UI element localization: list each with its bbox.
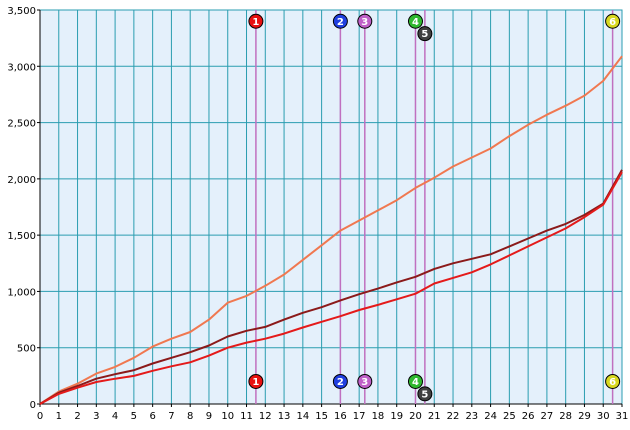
- x-tick-label: 4: [112, 411, 118, 422]
- event-marker-circle: [357, 13, 373, 29]
- x-tick-label: 9: [206, 411, 212, 422]
- x-tick-label: 18: [372, 411, 385, 422]
- event-marker-circle: [332, 373, 348, 389]
- event-marker-label: 5: [421, 389, 428, 400]
- x-tick-label: 10: [221, 411, 234, 422]
- event-marker-circle: [248, 373, 264, 389]
- series-line-3: [39, 171, 623, 405]
- event-marker-circle: [332, 13, 348, 29]
- x-tick-label: 31: [616, 411, 629, 422]
- event-marker-label: 2: [337, 377, 344, 388]
- event-marker-circle: [605, 373, 621, 389]
- y-tick-label: 3,500: [7, 6, 36, 17]
- event-marker-circle: [407, 373, 423, 389]
- x-tick-label: 14: [296, 411, 309, 422]
- x-tick-label: 12: [259, 411, 272, 422]
- event-marker-label: 4: [412, 17, 419, 28]
- x-tick-label: 21: [428, 411, 441, 422]
- y-tick-label: 1,500: [7, 231, 36, 242]
- event-marker: 4: [407, 13, 423, 29]
- y-tick-label: 2,500: [7, 119, 36, 130]
- series-line-1: [39, 55, 623, 405]
- event-marker: 2: [332, 373, 348, 389]
- x-tick-label: 17: [353, 411, 366, 422]
- y-tick-label: 500: [17, 344, 36, 355]
- event-marker-circle: [417, 26, 433, 42]
- event-marker-label: 5: [421, 29, 428, 40]
- y-tick-label: 1,000: [7, 287, 36, 298]
- y-tick-label: 3,000: [7, 62, 36, 73]
- series-line-2: [39, 169, 623, 405]
- x-tick-label: 24: [484, 411, 497, 422]
- event-marker-label: 3: [361, 377, 368, 388]
- event-marker: 4: [407, 373, 423, 389]
- event-marker: 3: [357, 13, 373, 29]
- x-tick-label: 28: [559, 411, 572, 422]
- event-marker-label: 1: [252, 17, 259, 28]
- event-marker-label: 6: [609, 17, 616, 28]
- x-tick-label: 15: [315, 411, 328, 422]
- event-marker: 5: [417, 26, 433, 42]
- event-marker-circle: [417, 386, 433, 402]
- event-marker: 1: [248, 13, 264, 29]
- x-tick-label: 23: [465, 411, 478, 422]
- y-tick-label: 0: [30, 400, 36, 411]
- event-marker-circle: [248, 13, 264, 29]
- plot-area: [39, 9, 623, 405]
- x-tick-label: 25: [503, 411, 516, 422]
- event-marker: 2: [332, 13, 348, 29]
- x-tick-label: 22: [447, 411, 460, 422]
- series-group: [39, 55, 623, 405]
- y-tick-label: 2,000: [7, 175, 36, 186]
- x-tick-label: 16: [334, 411, 347, 422]
- event-lines: [255, 10, 614, 404]
- x-tick-label: 11: [240, 411, 253, 422]
- x-tick-label: 7: [168, 411, 174, 422]
- x-tick-label: 3: [93, 411, 99, 422]
- event-marker: 6: [605, 373, 621, 389]
- x-tick-label: 0: [37, 411, 43, 422]
- x-tick-label: 20: [409, 411, 422, 422]
- x-tick-label: 26: [522, 411, 535, 422]
- y-axis: 0 500 1,000 1,500 2,000 2,500 3,000 3,500: [7, 6, 41, 411]
- x-tick-label: 30: [597, 411, 610, 422]
- x-tick-label: 1: [56, 411, 62, 422]
- event-marker: 5: [417, 386, 433, 402]
- x-tick-label: 6: [149, 411, 155, 422]
- x-tick-label: 2: [74, 411, 80, 422]
- event-marker-circle: [407, 13, 423, 29]
- x-tick-label: 13: [278, 411, 291, 422]
- x-tick-label: 19: [390, 411, 403, 422]
- x-axis: 0 1 2 3 4 5 6 7 8 9 10 11 12 13 14 15 16 17 18 19 20 21 22 23 24…: [37, 403, 629, 422]
- x-tick-label: 27: [541, 411, 554, 422]
- event-marker-label: 3: [361, 17, 368, 28]
- event-marker-label: 6: [609, 377, 616, 388]
- x-tick-label: 5: [131, 411, 137, 422]
- event-marker-label: 4: [412, 377, 419, 388]
- event-marker-circle: [357, 373, 373, 389]
- event-marker: 6: [605, 13, 621, 29]
- event-marker-label: 1: [252, 377, 259, 388]
- event-marker: 3: [357, 373, 373, 389]
- x-tick-label: 8: [187, 411, 193, 422]
- event-marker-circle: [605, 13, 621, 29]
- event-marker-label: 2: [337, 17, 344, 28]
- x-tick-label: 29: [578, 411, 591, 422]
- event-marker: 1: [248, 373, 264, 389]
